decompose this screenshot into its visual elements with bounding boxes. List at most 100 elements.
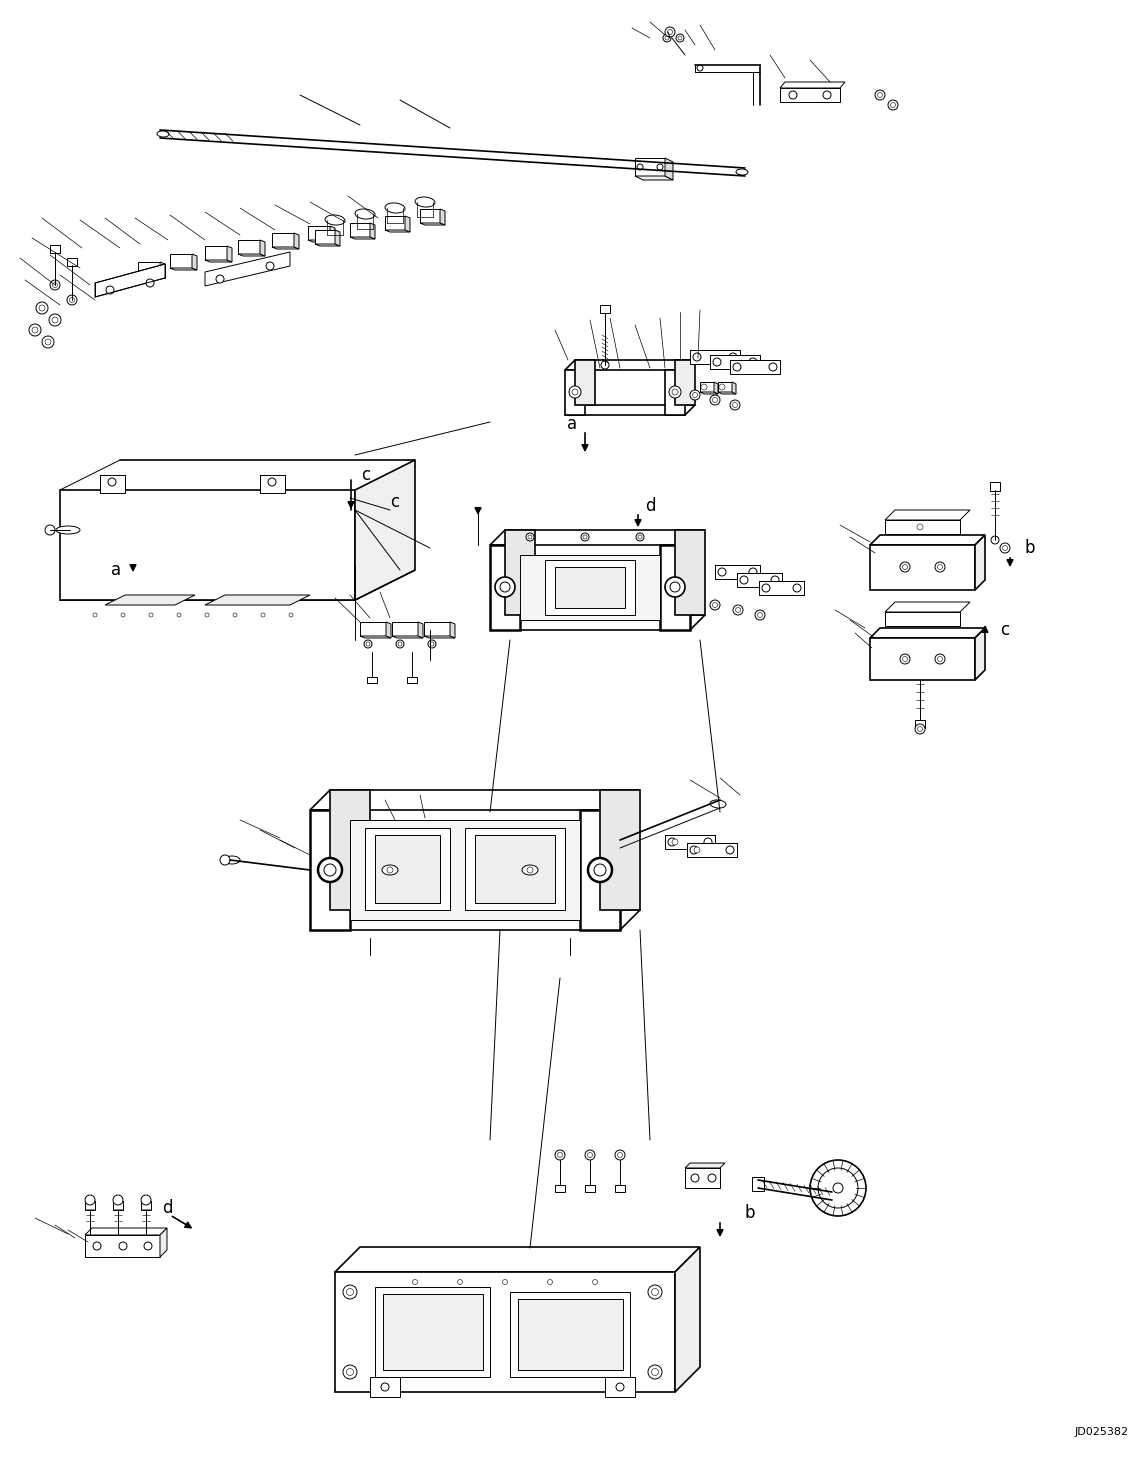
Circle shape — [651, 1368, 658, 1375]
Circle shape — [669, 386, 681, 398]
Polygon shape — [545, 559, 635, 615]
Polygon shape — [272, 233, 294, 248]
Circle shape — [53, 283, 57, 287]
Polygon shape — [565, 370, 585, 415]
Circle shape — [29, 323, 41, 337]
Circle shape — [708, 1174, 716, 1182]
Circle shape — [146, 278, 154, 287]
Circle shape — [413, 1279, 418, 1285]
Polygon shape — [674, 1247, 700, 1391]
Polygon shape — [392, 637, 423, 638]
Polygon shape — [418, 622, 423, 638]
Bar — [585, 1185, 595, 1192]
Polygon shape — [885, 520, 960, 535]
Polygon shape — [138, 262, 159, 275]
Circle shape — [587, 1152, 593, 1157]
Circle shape — [49, 315, 61, 326]
Text: a: a — [567, 415, 577, 433]
Circle shape — [635, 533, 643, 541]
Polygon shape — [685, 1169, 720, 1187]
Polygon shape — [237, 240, 260, 254]
Circle shape — [762, 584, 770, 592]
Circle shape — [712, 603, 718, 608]
Circle shape — [676, 34, 684, 42]
Circle shape — [205, 613, 209, 616]
Circle shape — [789, 90, 797, 99]
Polygon shape — [375, 835, 440, 903]
Polygon shape — [505, 530, 535, 615]
Polygon shape — [665, 157, 673, 181]
Circle shape — [45, 339, 50, 345]
Polygon shape — [350, 820, 580, 919]
Text: b: b — [744, 1203, 755, 1222]
Circle shape — [569, 386, 582, 398]
Polygon shape — [205, 594, 310, 605]
Polygon shape — [600, 790, 640, 911]
Ellipse shape — [736, 169, 748, 175]
Circle shape — [216, 275, 224, 283]
Circle shape — [729, 353, 738, 361]
Polygon shape — [365, 828, 450, 911]
Text: d: d — [162, 1199, 172, 1217]
Circle shape — [617, 1152, 623, 1157]
Polygon shape — [85, 1236, 159, 1257]
Polygon shape — [871, 638, 975, 680]
Polygon shape — [350, 237, 375, 239]
Circle shape — [875, 90, 885, 101]
Polygon shape — [450, 622, 455, 638]
Circle shape — [991, 536, 999, 543]
Circle shape — [903, 657, 907, 661]
Polygon shape — [885, 510, 970, 520]
Circle shape — [1000, 543, 1011, 554]
Circle shape — [39, 305, 45, 310]
Circle shape — [458, 1279, 462, 1285]
Circle shape — [70, 297, 75, 303]
Polygon shape — [565, 405, 695, 415]
Circle shape — [719, 385, 725, 390]
Bar — [759, 581, 804, 594]
Polygon shape — [350, 223, 370, 237]
Circle shape — [638, 535, 642, 539]
Polygon shape — [310, 911, 640, 930]
Circle shape — [726, 847, 734, 854]
Circle shape — [1002, 545, 1007, 551]
Bar — [665, 835, 715, 849]
Bar — [729, 360, 780, 374]
Circle shape — [701, 385, 707, 390]
Circle shape — [52, 318, 58, 323]
Text: b: b — [1024, 539, 1036, 557]
Circle shape — [555, 1150, 565, 1160]
Circle shape — [430, 643, 434, 645]
Circle shape — [810, 1160, 866, 1217]
Bar — [715, 565, 760, 578]
Polygon shape — [700, 382, 713, 392]
Circle shape — [670, 581, 680, 592]
Bar — [555, 1185, 565, 1192]
Circle shape — [364, 640, 372, 648]
Polygon shape — [375, 1287, 490, 1377]
Circle shape — [733, 363, 741, 372]
Polygon shape — [635, 176, 673, 181]
Polygon shape — [205, 252, 290, 286]
Circle shape — [678, 36, 682, 39]
Circle shape — [755, 610, 765, 621]
Circle shape — [900, 654, 910, 664]
Circle shape — [704, 838, 712, 847]
Circle shape — [381, 1383, 389, 1391]
Polygon shape — [465, 828, 565, 911]
Circle shape — [45, 525, 55, 535]
Circle shape — [593, 1279, 598, 1285]
Circle shape — [697, 66, 703, 71]
Polygon shape — [60, 490, 356, 600]
Circle shape — [177, 613, 181, 616]
Circle shape — [42, 337, 54, 348]
Circle shape — [387, 867, 393, 873]
Text: a: a — [111, 561, 122, 578]
Circle shape — [937, 564, 943, 570]
Polygon shape — [294, 233, 299, 249]
Bar — [604, 1377, 635, 1397]
Circle shape — [526, 867, 533, 873]
Ellipse shape — [356, 208, 375, 219]
Ellipse shape — [522, 865, 538, 876]
Circle shape — [718, 568, 726, 576]
